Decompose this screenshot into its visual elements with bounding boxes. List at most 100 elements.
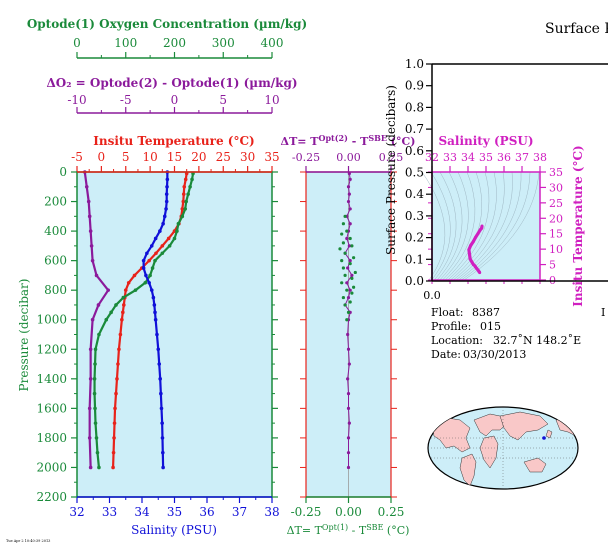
delta_t_opt2-point — [347, 244, 351, 248]
pressure-tick-label: 400 — [44, 224, 67, 238]
surface-pressure-tick-label: 0.6 — [405, 144, 424, 158]
delta-t-top-tick-label: 0.00 — [336, 151, 361, 164]
ts-isopycnal — [455, 171, 513, 281]
surface-pressure-tick-label: 1.0 — [405, 57, 424, 71]
oxygen-point — [97, 465, 101, 470]
delta_t_opt2-point — [346, 377, 350, 381]
temperature-point — [118, 332, 123, 337]
oxygen-point — [92, 377, 97, 381]
ts-isopycnal — [430, 171, 451, 281]
temperature-point — [166, 236, 171, 241]
pressure-tick-label: 1600 — [36, 401, 67, 415]
salinity-point — [141, 258, 146, 263]
delta_t_opt1-point — [348, 236, 352, 241]
oxygen-point — [104, 317, 109, 322]
world-map — [427, 406, 579, 490]
oxygen-point — [175, 229, 179, 233]
surface-pressure-tick-label: 0.8 — [405, 100, 424, 114]
delta_t_opt2-point — [348, 288, 352, 292]
ts-temperature-tick-label: 35 — [549, 166, 563, 179]
salinity-point — [147, 280, 151, 285]
oxygen-point — [188, 184, 192, 189]
surface-pressure-tick-label: 0.9 — [405, 79, 424, 93]
delta_t_opt2-point — [346, 266, 350, 270]
temperature-tick-label: 25 — [216, 150, 231, 164]
oxygen-point — [167, 244, 172, 248]
delta_t_opt2-point — [346, 347, 351, 351]
float-info: Float: 8387 Profile: 015 Location: 32.7˚… — [431, 306, 605, 361]
temperature-point — [114, 391, 118, 396]
delta_t_opt1-point — [343, 251, 347, 255]
ts-isopycnal — [445, 171, 482, 281]
location-label: Location: — [431, 334, 483, 347]
salinity-point — [164, 199, 169, 204]
delta_t_opt1-point — [348, 300, 352, 304]
delta_t_opt1-point — [341, 266, 345, 270]
delta_o2-point — [88, 229, 93, 233]
pressure-tick-label: 2200 — [36, 490, 67, 504]
float-value: 8387 — [472, 306, 500, 319]
figure-title: Surface P — [545, 21, 608, 37]
delta_o2-point — [87, 406, 92, 411]
delta_t_opt1-point — [350, 276, 354, 280]
oxygen-point — [97, 332, 101, 337]
delta-o2-tick-label: 5 — [219, 93, 227, 107]
salinity-tick-label: 36 — [199, 505, 214, 519]
delta-o2-tick-label: -5 — [120, 93, 132, 107]
oxygen-tick-label: 400 — [261, 36, 284, 50]
delta_t_opt1-point — [353, 270, 357, 275]
pressure-axis-label: Pressure (decibar) — [17, 279, 31, 392]
delta-t-bottom-tick-label: -0.25 — [291, 505, 322, 519]
oxygen-point — [121, 295, 126, 300]
temperature-point — [117, 347, 121, 352]
delta_t_opt2-point — [346, 185, 351, 189]
salinity-point — [165, 177, 170, 182]
salinity-point — [165, 184, 169, 189]
surface-pressure-ylabel: Surface Pressure (decibars) — [384, 85, 398, 255]
delta_t_opt2-point — [345, 281, 349, 285]
pressure-tick-label: 1800 — [36, 431, 67, 445]
delta_o2-point — [90, 317, 95, 322]
delta_o2-point — [88, 465, 93, 470]
ts-point — [468, 257, 472, 261]
ts-isopycnal — [436, 171, 463, 281]
delta_o2-point — [89, 244, 94, 248]
oxygen-point — [150, 266, 155, 270]
temperature-point — [181, 192, 186, 196]
temperature-point — [132, 273, 137, 278]
profile-label: Profile: — [431, 320, 471, 333]
float-location-marker — [542, 436, 546, 440]
oxygen-point — [133, 288, 138, 292]
oxygen-axis: Optode(1) Oxygen Concentration (µm/kg) 0… — [27, 17, 307, 59]
ts-isopycnal — [447, 171, 490, 281]
salinity-point — [151, 295, 156, 300]
salinity-point — [149, 244, 154, 248]
float-label: Float: — [431, 306, 463, 319]
delta_t_opt2-point — [348, 177, 352, 181]
temperature-point — [180, 207, 185, 211]
salinity-tick-label: 37 — [232, 505, 247, 519]
oxygen-tick-label: 0 — [73, 36, 81, 50]
delta_t_opt1-point — [343, 273, 347, 278]
delta_t_opt1-point — [345, 229, 349, 233]
delta_o2-point — [106, 288, 110, 292]
location-value: 32.7˚N 148.2˚E — [493, 334, 581, 347]
delta_t_opt1-point — [341, 295, 345, 300]
map-grid — [428, 407, 578, 489]
ts-isopycnal — [421, 171, 446, 281]
ts-salinity-tick-label: 36 — [497, 151, 511, 164]
pressure-tick-label: 200 — [44, 195, 67, 209]
salinity-point — [158, 377, 162, 381]
oxygen-point — [95, 450, 100, 455]
surface-pressure-tick-label: 0.0 — [405, 274, 424, 288]
ts-temperature-tick-label: 15 — [549, 228, 563, 241]
ts-isopycnal — [434, 171, 457, 281]
delta_t_opt1-point — [340, 232, 344, 236]
delta_o2-point — [84, 184, 89, 189]
salinity-tick-label: 34 — [134, 505, 150, 519]
delta-t-top-tick-label: 0.25 — [379, 151, 404, 164]
oxygen-tick-label: 300 — [212, 36, 235, 50]
surface-pressure-tick-label: 0.3 — [405, 209, 424, 223]
salinity-point — [161, 450, 165, 455]
temperature-tick-label: -5 — [71, 150, 83, 164]
